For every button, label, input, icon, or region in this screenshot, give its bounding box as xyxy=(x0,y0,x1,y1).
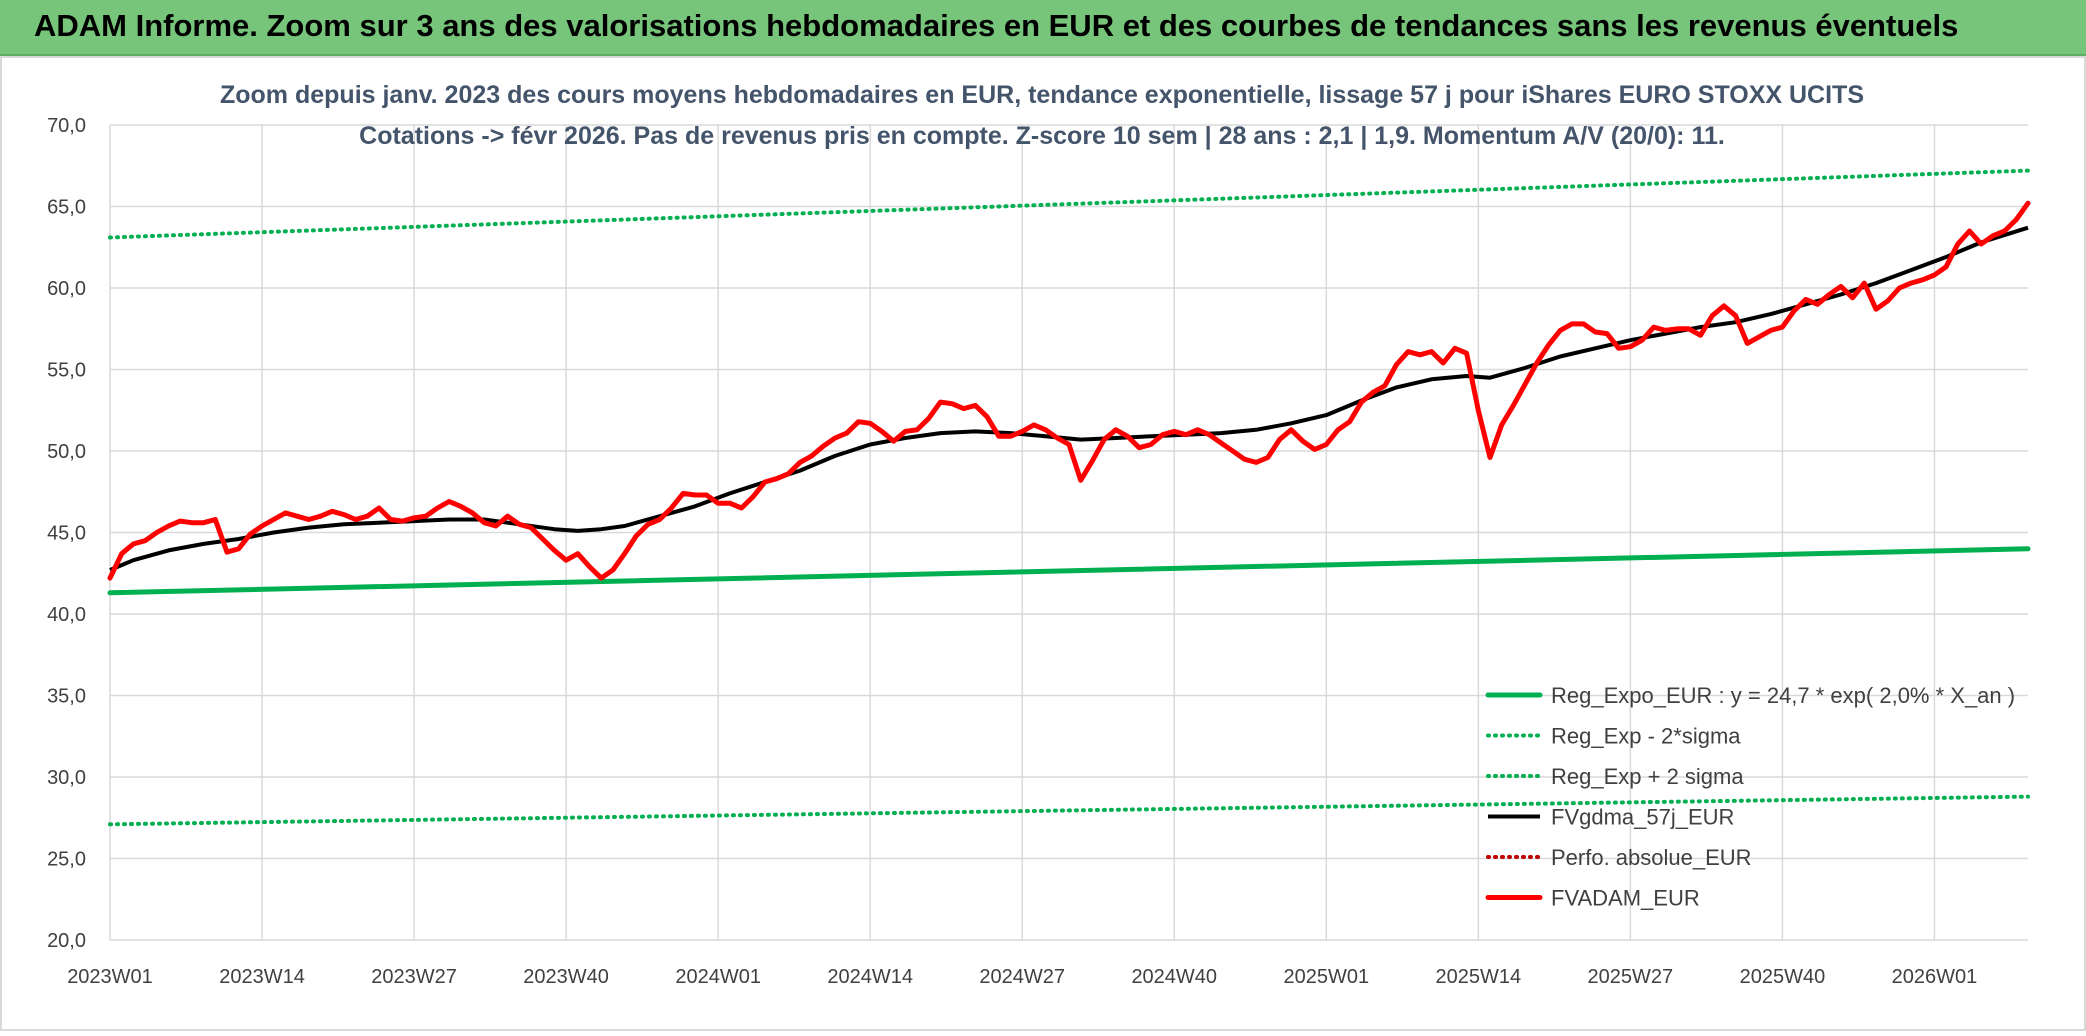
x-tick-label: 2023W27 xyxy=(371,966,457,988)
chart-frame xyxy=(0,56,2086,1031)
report-banner: ADAM Informe. Zoom sur 3 ans des valoris… xyxy=(0,0,2086,56)
y-tick-label: 20,0 xyxy=(47,930,86,952)
y-tick-label: 70,0 xyxy=(47,115,86,137)
series-line-reg-expo-eur xyxy=(107,546,2031,596)
chart-subtitle: Cotations -> févr 2026. Pas de revenus p… xyxy=(359,122,1725,150)
x-tick-label: 2023W01 xyxy=(67,966,153,988)
y-tick-label: 50,0 xyxy=(47,441,86,463)
x-tick-label: 2024W01 xyxy=(675,966,761,988)
y-tick-label: 65,0 xyxy=(47,197,86,219)
legend-label: Reg_Exp - 2*sigma xyxy=(1551,724,1741,749)
x-tick-label: 2025W01 xyxy=(1283,966,1369,988)
series-line-reg-exp xyxy=(108,168,2030,240)
legend-label: FVADAM_EUR xyxy=(1551,886,1700,911)
series-lines xyxy=(107,168,2031,827)
series-line-reg-exp xyxy=(108,794,2030,827)
y-tick-label: 45,0 xyxy=(47,523,86,545)
x-tick-label: 2023W40 xyxy=(523,966,609,988)
y-tick-label: 25,0 xyxy=(47,849,86,871)
legend-label: Reg_Exp + 2 sigma xyxy=(1551,764,1744,789)
x-tick-label: 2024W40 xyxy=(1131,966,1217,988)
y-axis-ticks: 20,0 25,0 30,0 35,0 40,0 45,0 50,0 55,0 60,0 65,0… xyxy=(47,115,86,952)
gridlines xyxy=(109,124,2028,941)
y-tick-label: 60,0 xyxy=(47,278,86,300)
x-tick-label: 2025W40 xyxy=(1740,966,1826,988)
x-tick-label: 2024W27 xyxy=(979,966,1065,988)
line-chart: 20,0 25,0 30,0 35,0 40,0 45,0 50,0 55,0 60,0 65,0… xyxy=(0,56,2086,1031)
legend-label: Perfo. absolue_EUR xyxy=(1551,845,1752,870)
x-axis-ticks: 2023W01 2023W14 2023W27 2023W40 2024W01 2024W… xyxy=(67,966,1977,988)
y-tick-label: 40,0 xyxy=(47,604,86,626)
x-tick-label: 2025W14 xyxy=(1436,966,1522,988)
y-tick-label: 35,0 xyxy=(47,686,86,708)
chart-area: 20,0 25,0 30,0 35,0 40,0 45,0 50,0 55,0 60,0 65,0… xyxy=(0,56,2086,1031)
x-tick-label: 2025W27 xyxy=(1588,966,1674,988)
y-tick-label: 55,0 xyxy=(47,360,86,382)
y-tick-label: 30,0 xyxy=(47,767,86,789)
series-line-fvadam-eur xyxy=(107,200,2031,581)
report-title: ADAM Informe. Zoom sur 3 ans des valoris… xyxy=(34,8,1959,43)
x-tick-label: 2024W14 xyxy=(827,966,913,988)
chart-title: Zoom depuis janv. 2023 des cours moyens … xyxy=(220,81,1864,109)
legend-label: FVgdma_57j_EUR xyxy=(1551,805,1734,830)
x-tick-label: 2023W14 xyxy=(219,966,305,988)
legend-label: Reg_Expo_EUR : y = 24,7 * exp( 2,0% * X_… xyxy=(1551,683,2015,708)
x-tick-label: 2026W01 xyxy=(1892,966,1978,988)
legend: Reg_Expo_EUR : y = 24,7 * exp( 2,0% * X_… xyxy=(1485,683,2015,911)
